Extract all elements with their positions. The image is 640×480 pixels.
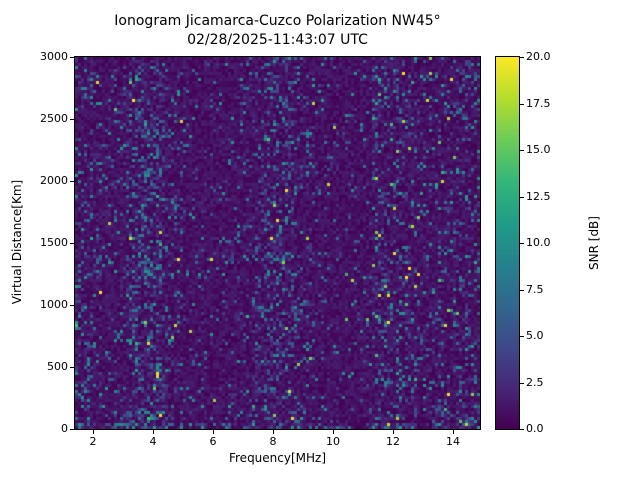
x-axis-label-wrap: Frequency[MHz] <box>0 451 555 465</box>
plot-frame <box>74 56 481 430</box>
x-tick-label: 6 <box>209 435 217 448</box>
y-tick-label: 0 <box>61 422 68 435</box>
x-tick <box>153 430 154 434</box>
colorbar-tick-label: 7.5 <box>526 282 544 296</box>
colorbar-tick <box>520 336 524 337</box>
y-tick <box>70 243 74 244</box>
x-tick-label: 2 <box>89 435 97 448</box>
x-tick-label: 10 <box>326 435 340 448</box>
y-tick <box>70 119 74 120</box>
x-tick-label: 8 <box>269 435 277 448</box>
y-tick-label: 3000 <box>40 50 68 63</box>
colorbar-tick <box>520 243 524 244</box>
y-tick-label: 500 <box>47 360 68 373</box>
colorbar-tick <box>520 57 524 58</box>
y-tick-label: 2500 <box>40 112 68 125</box>
y-axis-label: Virtual Distance[Km] <box>10 179 24 305</box>
y-tick-label: 1500 <box>40 236 68 249</box>
y-tick <box>70 429 74 430</box>
colorbar-tick <box>520 289 524 291</box>
chart-title: Ionogram Jicamarca-Cuzco Polarization NW… <box>114 13 441 29</box>
colorbar-tick-label: 20.0 <box>526 50 551 63</box>
x-tick <box>213 430 214 434</box>
y-tick-label: 1000 <box>40 298 68 311</box>
colorbar-tick-label: 15.0 <box>526 143 551 156</box>
x-tick <box>393 430 394 434</box>
x-axis-label: Frequency[MHz] <box>228 451 327 465</box>
colorbar-tick-label: 5.0 <box>526 329 544 342</box>
x-tick <box>333 430 334 434</box>
x-tick-label: 14 <box>446 435 460 448</box>
chart-title-block: Ionogram Jicamarca-Cuzco Polarization NW… <box>0 12 555 50</box>
chart-subtitle: 02/28/2025-11:43:07 UTC <box>187 32 368 48</box>
y-tick-label: 2000 <box>40 174 68 187</box>
colorbar-tick-label: 17.5 <box>526 96 551 110</box>
colorbar-tick <box>520 103 524 105</box>
x-tick <box>453 430 454 434</box>
colorbar-tick <box>520 429 524 430</box>
colorbar-frame <box>495 56 520 430</box>
heatmap-canvas <box>75 57 480 429</box>
y-tick <box>70 57 74 58</box>
x-tick-label: 12 <box>386 435 400 448</box>
colorbar-label: SNR [dB] <box>587 216 601 270</box>
colorbar-tick-label: 12.5 <box>526 189 551 203</box>
x-tick <box>93 430 94 434</box>
colorbar-tick <box>520 150 524 151</box>
colorbar-tick-label: 0.0 <box>526 422 544 435</box>
y-tick <box>70 181 74 182</box>
y-tick <box>70 305 74 306</box>
colorbar-tick-label: 2.5 <box>526 375 544 389</box>
colorbar-tick <box>520 382 524 384</box>
colorbar-tick-label: 10.0 <box>526 236 551 249</box>
x-tick <box>273 430 274 434</box>
colorbar-tick <box>520 196 524 198</box>
y-tick <box>70 367 74 368</box>
colorbar-gradient <box>496 57 519 429</box>
x-tick-label: 4 <box>149 435 157 448</box>
